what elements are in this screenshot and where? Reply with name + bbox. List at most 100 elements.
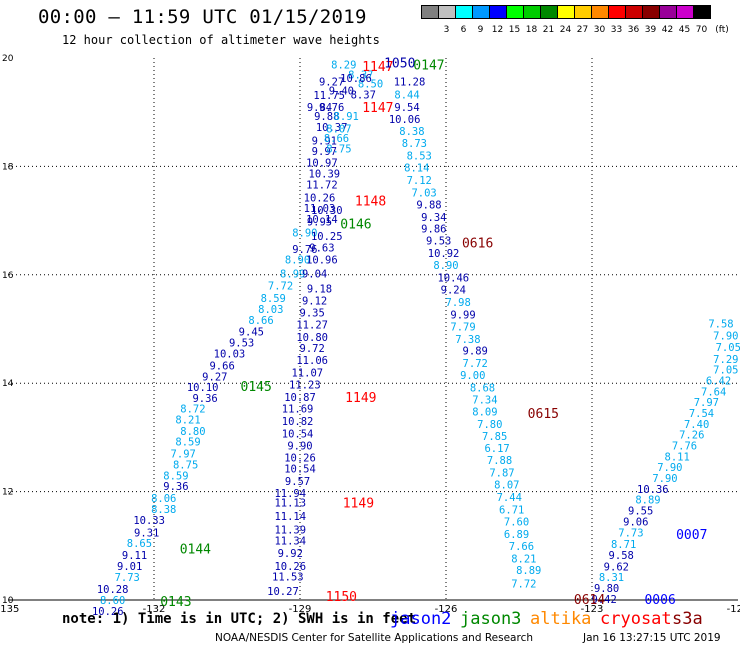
wave-height-value: 11.39 [274,525,306,537]
wave-height-value: 8.09 [472,406,497,418]
legend-label: 36 [627,25,640,35]
legend-label: 15 [508,25,521,35]
pass-time-label: 0006 [644,593,675,608]
wave-height-value: 8.31 [599,572,624,584]
wave-height-value: 9.18 [307,283,332,295]
x-tick-label: -132 [143,604,166,615]
wave-height-value: 7.66 [509,541,534,553]
wave-height-value: 7.97 [694,397,719,409]
wave-height-value: 9.99 [450,309,475,321]
wave-height-value: 10.30 [311,205,343,217]
wave-height-value: 9.58 [609,550,634,562]
pass-time-label: 1149 [343,496,374,511]
generated-timestamp: Jan 16 13:27:15 UTC 2019 [583,632,721,644]
wave-height-value: 8.11 [665,451,690,463]
x-tick-label: -129 [289,604,312,615]
wave-height-value: 9.34 [421,212,446,224]
wave-height-value: 11.53 [272,572,304,584]
wave-height-value: 10.37 [316,122,348,134]
wave-height-value: 11.23 [289,379,321,391]
legend-label: 24 [559,25,572,35]
wave-height-value: 9.72 [300,343,325,355]
wave-height-value: 9.90 [287,441,312,453]
legend-label: 18 [525,25,538,35]
wave-height-value: 7.34 [472,394,497,406]
wave-height-value: 9.35 [300,308,325,320]
pass-time-label: 0143 [160,595,191,610]
wave-height-value: 9.57 [285,476,310,488]
wave-height-value: 7.73 [618,527,643,539]
wave-height-value: 9.66 [209,360,234,372]
wave-height-value: 7.58 [708,319,733,331]
y-tick-label: 12 [2,488,13,498]
wave-height-value: 8.38 [151,504,176,516]
wave-height-value: 7.72 [268,281,293,293]
wave-height-value: 7.03 [411,187,436,199]
y-tick-label: 16 [2,271,14,281]
wave-height-value: 9.40 [329,86,354,98]
legend-label: 9 [477,25,484,35]
satellite-jason3: jason3 [460,609,522,629]
wave-height-value: 9.36 [163,481,188,493]
pass-time-label: 1147 [362,101,393,116]
wave-height-value: 9.89 [463,346,488,358]
wave-height-value: 10.33 [133,515,165,527]
wave-height-value: 10.26 [284,452,316,464]
wave-height-value: 8.37 [351,89,376,101]
x-tick-label: -123 [581,604,604,615]
wave-height-value: 9.88 [416,199,441,211]
pass-time-label: 1149 [345,391,376,406]
y-tick-label: 18 [2,162,14,172]
wave-height-value: 9.01 [117,561,142,573]
wave-height-value: 7.97 [171,449,196,461]
wave-height-value: 7.79 [450,321,475,333]
wave-height-value: 7.90 [652,473,677,485]
wave-height-value: 9.92 [278,548,303,560]
satellite-cryosat: cryosat [600,609,672,629]
wave-height-value: 8.07 [494,480,519,492]
wave-height-value: 8.21 [511,553,536,565]
legend-label: 42 [661,25,674,35]
wave-height-value: 7.72 [511,579,536,591]
time-labels: 1147105001471147114801460616014511490615… [160,56,707,610]
wave-height-value: 7.64 [701,386,726,398]
wave-height-value: 10.36 [637,484,669,496]
wave-height-value: 10.26 [304,192,336,204]
wave-height-value: 10.10 [187,382,219,394]
wave-height-value: 11.94 [274,488,306,500]
pass-time-label: 0614 [574,593,605,608]
wave-height-value: 8.65 [127,538,152,550]
wave-height-value: 9.55 [628,506,653,518]
axis-ticks: -135 -132 -129 -126 -123 -120 10 12 14 16 18 20 [0,54,740,615]
legend-swatches [421,5,734,19]
wave-height-value: 9.06 [623,516,648,528]
wave-height-value: 8.59 [163,470,188,482]
wave-height-value: 8.59 [261,293,286,305]
pass-time-label: 1147 [362,60,393,75]
wave-height-value: 9.27 [202,372,227,384]
legend-label: 3 [443,25,450,35]
legend-labels: 3 6 9 12 15 18 21 24 27 30 33 36 39 42 45 70 (ft) [421,19,734,35]
color-legend: 3 6 9 12 15 18 21 24 27 30 33 36 39 42 45 70 (ft) [421,5,734,35]
pass-time-label: 0146 [340,217,371,232]
wave-height-value: 11.34 [274,535,306,547]
wave-height-value: 11.14 [274,511,306,523]
wave-height-value: 8.53 [407,151,432,163]
wave-height-value: 9.45 [239,327,264,339]
credit-text: NOAA/NESDIS Center for Satellite Applica… [215,632,533,644]
y-tick-label: 10 [2,596,14,606]
wave-height-value: 10.06 [389,114,421,126]
wave-height-value: 7.12 [407,175,432,187]
wave-height-value: 8.29 [331,60,356,72]
wave-height-value: 7.26 [679,430,704,442]
wave-height-value: 10.97 [306,158,338,170]
wave-height-value: 10.82 [282,416,314,428]
satellite-s3a: s3a [672,609,703,629]
wave-height-value: 8.14 [404,162,429,174]
wave-height-value: 9.97 [312,146,337,158]
pass-time-label: 1050 [384,56,415,71]
wave-height-value: 8.66 [248,315,273,327]
x-tick-label: -135 [0,604,19,615]
wave-height-value: 7.44 [497,492,522,504]
wave-height-value: 8.90 [433,260,458,272]
